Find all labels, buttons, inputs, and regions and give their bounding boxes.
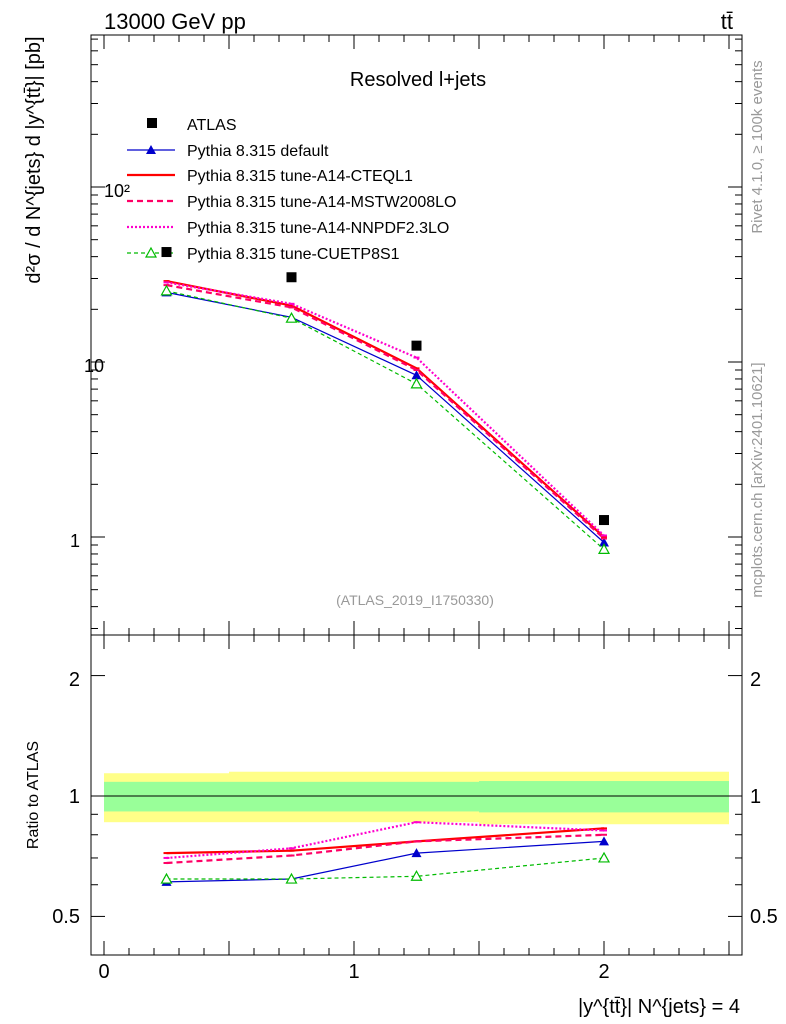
main-point-atlas-2: [411, 340, 422, 351]
legend-label-atlas: ATLAS: [187, 117, 237, 134]
ratio-point-cuetp8s1-1: [285, 872, 298, 884]
xtick-label-0: 0: [98, 961, 109, 983]
ytick-label-10: 10: [84, 356, 104, 376]
ratio-point-default-3: [599, 836, 609, 846]
xtick-label-1: 1: [348, 961, 359, 983]
ratio-line-mstw: [166, 833, 605, 865]
main-point-atlas-1: [286, 272, 297, 283]
main-point-default-2: [411, 370, 422, 380]
ratio-ytick-label-0.5-left: 0.5: [52, 906, 80, 928]
legend-marker-cuetp8s1: [144, 246, 158, 258]
rivet-label: Rivet 4.1.0, ≥ 100k events: [749, 60, 766, 233]
ytick-label-100: 10²: [104, 181, 130, 201]
legend-label-mstw: Pythia 8.315 tune-A14-MSTW2008LO: [187, 194, 456, 211]
legend-label-default: Pythia 8.315 default: [187, 143, 329, 160]
ratio-y-axis-label: Ratio to ATLAS: [25, 741, 42, 849]
process-label: tt̄: [721, 9, 733, 34]
main-line-nnpdf: [166, 281, 605, 537]
analysis-label: (ATLAS_2019_I1750330): [336, 592, 494, 608]
legend-label-nnpdf: Pythia 8.315 tune-A14-NNPDF2.3LO: [187, 220, 449, 237]
main-point-cuetp8s1-1: [285, 311, 298, 323]
main-point-atlas-3: [599, 515, 609, 526]
ratio-band-inner-2: [479, 781, 729, 813]
ratio-plot-data: [160, 821, 611, 886]
ratio-ytick-label-1-left: 1: [69, 786, 80, 808]
main-plot-data: [160, 247, 611, 554]
main-point-cuetp8s1-0: [160, 284, 173, 296]
main-y-axis-label: d²σ / d N^{jets} d |y^{tt̄}| [pb]: [23, 36, 45, 283]
ratio-point-cuetp8s1-3: [597, 851, 611, 863]
legend-marker-default: [146, 145, 156, 154]
legend-label-cuetp8s1: Pythia 8.315 tune-CUETP8S1: [187, 246, 400, 263]
ratio-uncertainty-band: [104, 771, 729, 825]
energy-label: 13000 GeV pp: [104, 9, 246, 34]
ratio-band-inner-1: [229, 781, 479, 812]
mcplots-label: mcplots.cern.ch [arXiv:2401.10621]: [749, 362, 766, 597]
main-point-default-3: [599, 537, 609, 547]
x-axis-label: |y^{tt̄}| N^{jets} = 4: [578, 996, 740, 1018]
legend-label-cteql1: Pythia 8.315 tune-A14-CTEQL1: [187, 168, 413, 185]
ratio-band-inner-0: [104, 781, 229, 812]
main-line-mstw: [166, 284, 605, 540]
ratio-line-cuetp8s1: [166, 857, 605, 880]
ratio-point-cuetp8s1-0: [160, 872, 173, 884]
ratio-point-cuetp8s1-2: [410, 870, 423, 881]
ratio-ytick-label-2-right: 2: [750, 669, 761, 691]
main-point-atlas-0: [161, 247, 172, 258]
ratio-point-default-2: [411, 848, 422, 858]
main-point-cuetp8s1-3: [597, 543, 611, 554]
main-line-default: [166, 291, 605, 543]
main-point-cuetp8s1-2: [410, 377, 423, 389]
main-axis-ticks: [91, 35, 742, 635]
ratio-line-default: [166, 840, 605, 883]
ytick-label-1: 1: [70, 531, 80, 551]
ratio-plot-frame: [90, 634, 743, 956]
ratio-ytick-label-0.5-right: 0.5: [750, 906, 778, 928]
ratio-ytick-label-1-right: 1: [750, 786, 761, 808]
ratio-ytick-label-2-left: 2: [69, 669, 80, 691]
ratio-line-cteql1: [166, 827, 605, 855]
chart-title: Resolved l+jets: [350, 69, 486, 91]
legend: ATLAS Pythia 8.315 default Pythia 8.315 …: [127, 117, 456, 263]
ratio-axis-ticks: [91, 635, 742, 955]
ratio-line-nnpdf: [166, 821, 605, 860]
xtick-label-2: 2: [598, 961, 609, 983]
main-line-cteql1: [166, 280, 605, 538]
main-line-cuetp8s1: [166, 290, 605, 550]
legend-marker-atlas: [147, 118, 157, 128]
